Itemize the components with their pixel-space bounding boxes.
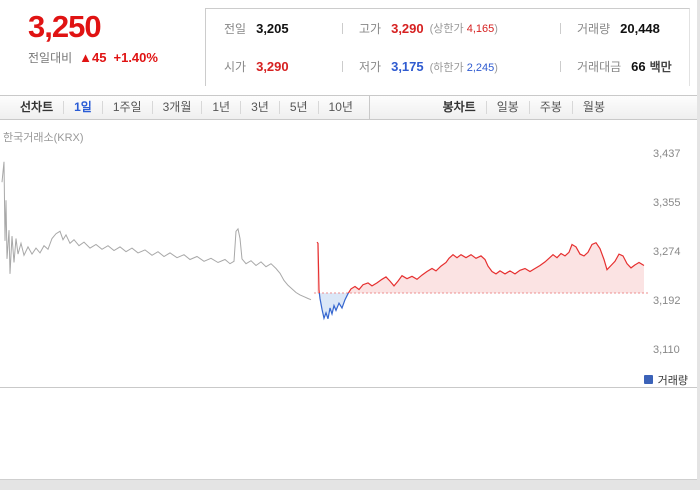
today-line-above (316, 241, 645, 294)
stat-trade-value: 거래대금 66 백만 (542, 48, 689, 87)
tab-1d[interactable]: 1일 (63, 101, 102, 114)
tab-1w[interactable]: 1주일 (101, 101, 152, 114)
change-value: ▲45 (79, 50, 107, 65)
chart-area: 한국거래소(KRX) 거래량 3,437 3,355 3,274 3,192 3,110 (0, 120, 697, 479)
volume-panel-header: 거래량 (0, 372, 697, 388)
stat-high-value: 3,290 (391, 20, 424, 36)
y-axis-tick: 3,437 (653, 148, 681, 160)
stat-low-value: 3,175 (391, 59, 424, 75)
price-change-row: 전일대비 ▲45 +1.40% (28, 49, 158, 66)
y-axis-tick: 3,110 (653, 344, 680, 356)
price-header: 3,250 전일대비 ▲45 +1.40% 전일 3,205 고가 3,290 (상한가… (0, 0, 697, 88)
stat-high-limit: (상한가 4,165) (429, 23, 498, 36)
period-tabs: 선차트 1일 1주일 3개월 1년 3년 5년 10년 (10, 101, 363, 114)
stat-trade-value-unit: 백만 (649, 60, 672, 75)
stat-volume-label: 거래량 (577, 21, 611, 36)
change-percent: +1.40% (113, 50, 158, 65)
y-axis-tick: 3,274 (653, 245, 681, 258)
volume-chart-area[interactable] (0, 388, 697, 479)
today-line-below (318, 293, 350, 321)
exchange-label: 한국거래소(KRX) (3, 132, 84, 144)
stat-volume: 거래량 20,448 (542, 9, 689, 48)
stat-prev-close: 전일 3,205 (206, 9, 324, 48)
tab-candle-chart[interactable]: 봉차트 (442, 100, 476, 114)
stat-prev-close-label: 전일 (224, 21, 247, 36)
tab-3m[interactable]: 3개월 (151, 101, 202, 114)
tab-monthly[interactable]: 월봉 (571, 101, 615, 114)
y-axis-tick: 3,355 (653, 197, 681, 210)
candle-tabs: 봉차트 일봉 주봉 월봉 (433, 101, 615, 114)
stock-chart-widget: 3,250 전일대비 ▲45 +1.40% 전일 3,205 고가 3,290 (상한가… (0, 0, 697, 480)
stat-low: 저가 3,175 (하한가 2,245) (324, 48, 542, 87)
stat-volume-value: 20,448 (620, 20, 660, 36)
tab-3y[interactable]: 3년 (240, 101, 279, 114)
stat-open: 시가 3,290 (206, 48, 324, 87)
tab-5y[interactable]: 5년 (278, 101, 318, 114)
tab-line-chart[interactable]: 선차트 (20, 100, 54, 114)
chart-tabbar: 선차트 1일 1주일 3개월 1년 3년 5년 10년 봉차트 일봉 주봉 월봉 (0, 95, 697, 120)
volume-legend-label: 거래량 (657, 374, 688, 387)
tab-group-divider (368, 95, 370, 120)
tab-1y[interactable]: 1년 (201, 101, 240, 114)
tab-daily[interactable]: 일봉 (485, 101, 529, 114)
price-chart[interactable] (0, 124, 650, 374)
y-axis-tick: 3,192 (653, 294, 681, 307)
stat-open-label: 시가 (224, 60, 247, 75)
stat-low-limit: (하한가 2,245) (429, 61, 498, 74)
stats-grid: 전일 3,205 고가 3,290 (상한가 4,165) 거래량 20,448 시가 3,29… (205, 8, 690, 86)
area-fill-above (317, 242, 644, 294)
stat-trade-value-value: 66 (631, 59, 646, 75)
tab-10y[interactable]: 10년 (317, 101, 363, 114)
stat-prev-close-value: 3,205 (256, 20, 289, 36)
current-price-block: 3,250 전일대비 ▲45 +1.40% (28, 10, 158, 66)
stat-low-label: 저가 (359, 60, 382, 75)
change-label: 전일대비 (28, 51, 73, 65)
stat-open-value: 3,290 (256, 59, 289, 75)
tab-weekly[interactable]: 주봉 (528, 101, 572, 114)
current-price: 3,250 (28, 9, 102, 44)
prev-day-line (1, 161, 312, 301)
volume-legend-icon (643, 375, 653, 384)
stat-high-label: 고가 (359, 21, 382, 36)
stat-trade-value-label: 거래대금 (577, 60, 622, 75)
stat-high: 고가 3,290 (상한가 4,165) (324, 9, 542, 48)
